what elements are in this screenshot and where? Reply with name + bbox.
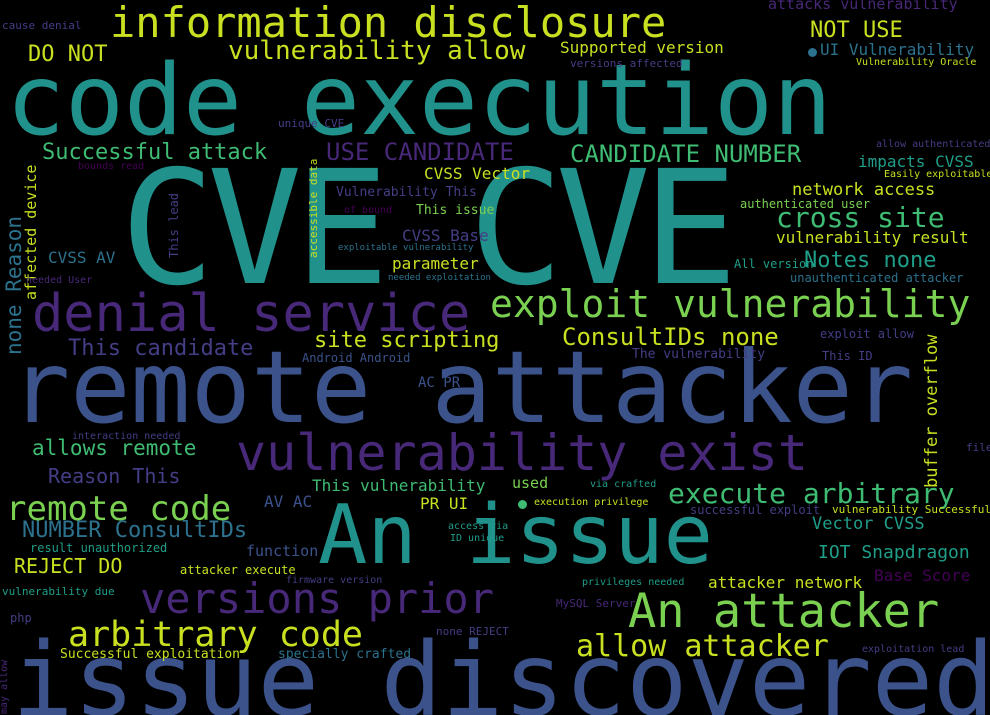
word: exploit vulnerability [490,282,971,326]
word: NUMBER ConsultIDs [22,518,248,543]
word: used [512,474,549,492]
word: execution privilege [534,497,649,508]
word: DO NOT [28,42,108,67]
word: needed User [26,275,93,286]
word: vulnerability due [2,585,115,598]
word: via crafted [590,479,657,490]
word: This ID [822,349,873,363]
word: php [10,611,32,625]
word: parameter [392,254,479,273]
word: file [966,441,990,454]
word: attacker execute [180,563,296,577]
word: authenticated user [740,197,871,211]
word: Notes none [804,248,937,273]
dot [808,48,817,57]
word: remote code [6,489,232,529]
dot [518,500,527,509]
word: attacker network [708,573,863,592]
word: vulnerability allow [228,36,526,66]
word: issue discovered [12,621,990,715]
word: vulnerability result [776,228,969,247]
word: cross site [776,201,945,234]
word: function [246,542,319,560]
word: privileges needed [582,577,685,588]
word: An issue [318,488,713,583]
word: Vulnerability Oracle [856,57,977,68]
word: This lead [167,192,181,258]
word: Easily exploitable [884,169,990,180]
word: cause denial [2,19,82,32]
word: attacks vulnerability [768,0,958,13]
word: needed exploitation [388,273,491,283]
word: All version [734,257,814,271]
word: AC PR [418,375,461,391]
word: Android Android [302,351,411,365]
word: CANDIDATE NUMBER [570,140,802,168]
word: arbitrary code [68,615,364,655]
word: of bound [344,205,393,216]
word: Vulnerability This [336,185,477,200]
word: UI Vulnerability [820,40,975,59]
word: USE CANDIDATE [326,138,514,166]
word: REJECT DO [14,554,123,578]
word: allow attacker [576,629,829,664]
word: Successful exploitation [60,647,241,662]
word: versions affected [570,57,683,70]
word: This issue [416,203,495,218]
word: specially crafted [278,647,412,662]
word: vulnerability Successful [832,503,990,516]
word: exploit allow [820,327,914,341]
word: accessible data [307,158,320,258]
word: Successful attack [42,140,268,165]
word: CVSS AV [48,248,116,267]
word: versions prior [140,574,495,623]
word: successful exploit [690,503,821,517]
word: This candidate [68,336,254,361]
word: denial service [32,284,471,344]
word: allow authenticated [876,139,990,150]
word: CVE CVE [120,137,738,321]
word: CVSS Vector [424,164,530,183]
word: firmware version [286,575,383,586]
word: unauthenticated attacker [790,271,964,285]
word: may allow [0,659,10,714]
word: NOT USE [810,18,903,43]
word: information disclosure [110,0,667,47]
word: execute arbitrary [668,477,955,510]
word: ID unique [450,533,505,544]
word: AV AC [264,492,313,511]
word: This vulnerability [312,476,486,495]
word: MySQL Server [556,597,636,610]
word: buffer overflow [922,334,942,488]
word: allows remote [32,436,197,460]
word: Reason This [48,464,181,488]
word: Base Score [874,566,971,585]
word: The vulnerability [632,347,766,362]
word: result unauthorized [30,541,168,555]
word: exploitation lead [862,644,965,655]
word: CVSS Base [402,226,489,245]
word: none REJECT [436,625,509,638]
word: bounds read [78,161,145,172]
word: Supported version [560,38,724,57]
word: impacts CVSS [858,152,974,171]
word: network access [792,180,936,200]
word: exploitable vulnerability [338,243,474,253]
word: vulnerability exist [236,424,808,482]
word: site scripting [314,328,500,353]
word: PR UI [420,494,469,513]
word: IOT Snapdragon [818,542,970,563]
word: code execution [6,44,833,158]
word: An attacker [628,584,940,639]
word: ConsultIDs none [562,323,779,351]
word: remote attacker [10,329,914,446]
word: access via [448,521,509,532]
word: interaction needed [72,431,181,442]
word: unique CVE [278,117,345,130]
word: Vector CVSS [812,514,925,534]
